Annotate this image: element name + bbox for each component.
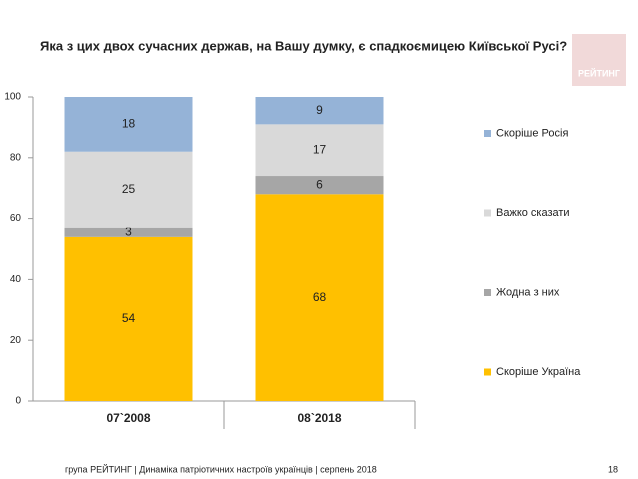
- data-label: 68: [313, 290, 327, 304]
- bar-segment: [64, 227, 193, 237]
- data-label: 17: [313, 142, 327, 156]
- x-tick-label: 08`2018: [297, 411, 341, 425]
- y-tick-label: 80: [10, 152, 22, 163]
- legend-label: Важко сказати: [496, 207, 570, 219]
- y-tick-label: 20: [10, 335, 22, 346]
- legend-swatch: [484, 209, 491, 217]
- logo-box: [572, 34, 626, 86]
- y-tick-label: 100: [4, 92, 21, 103]
- bar-segment: [64, 97, 193, 152]
- legend-swatch: [484, 289, 491, 296]
- y-tick-label: 0: [15, 396, 21, 407]
- bar-segment: [255, 176, 384, 195]
- bar-segment: [64, 236, 193, 401]
- data-label: 6: [316, 177, 323, 191]
- data-label: 3: [125, 224, 132, 238]
- bar-segment: [255, 124, 384, 177]
- y-tick-label: 60: [10, 213, 22, 224]
- y-tick-label: 40: [10, 274, 22, 285]
- legend-swatch: [484, 368, 491, 376]
- data-label: 18: [122, 117, 136, 131]
- bar-segment: [255, 194, 384, 401]
- bar-segment: [255, 97, 384, 125]
- logo: РЕЙТИНГ: [578, 67, 620, 78]
- chart-title: Яка з цих двох сучасних держав, на Вашу …: [40, 38, 567, 53]
- legend-swatch: [484, 130, 491, 137]
- legend-label: Скоріше Росія: [496, 127, 568, 139]
- legend-label: Жодна з них: [496, 286, 560, 298]
- data-label: 9: [316, 103, 323, 117]
- data-label: 54: [122, 311, 136, 325]
- legend-label: Скоріше Україна: [496, 366, 581, 378]
- footer: група РЕЙТИНГ | Динаміка патріотичних на…: [65, 463, 377, 474]
- data-label: 25: [122, 182, 136, 196]
- x-tick-label: 07`2008: [106, 411, 150, 425]
- page-number: 18: [608, 464, 618, 474]
- bar-segment: [64, 151, 193, 228]
